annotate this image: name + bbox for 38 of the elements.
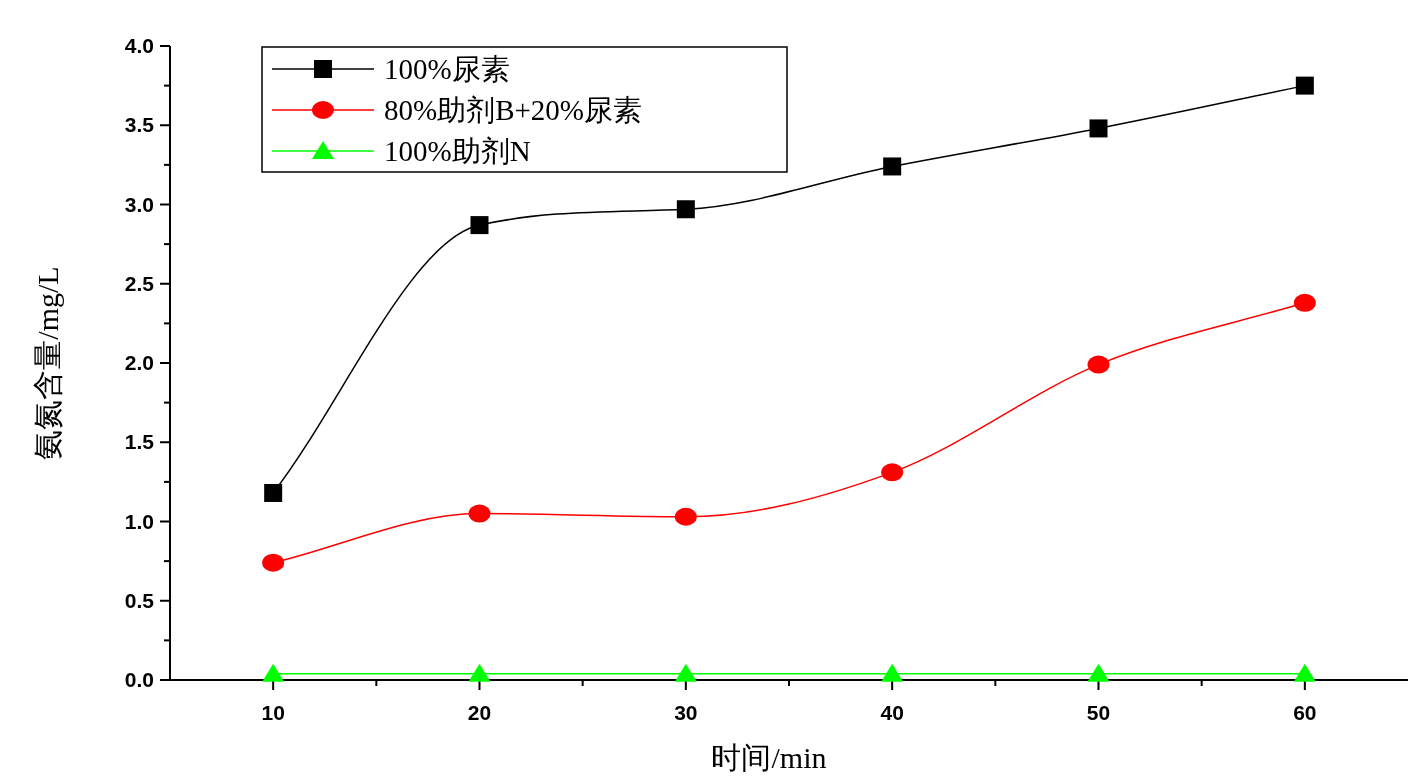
- y-tick-label: 0.0: [124, 668, 154, 691]
- point: [262, 553, 285, 572]
- y-tick-label: 2.0: [124, 351, 154, 374]
- y-tick-label: 1.5: [124, 430, 155, 454]
- point: [1293, 293, 1316, 312]
- legend-label: 80%助剂B+20%尿素: [384, 94, 643, 126]
- y-tick-label: 2.5: [124, 271, 155, 295]
- point: [1087, 663, 1110, 682]
- point: [676, 200, 695, 219]
- point: [468, 663, 491, 682]
- point: [1293, 663, 1316, 682]
- point: [1295, 76, 1314, 95]
- point: [1087, 355, 1110, 374]
- point: [674, 663, 697, 682]
- y-tick-label: 3.0: [124, 192, 154, 216]
- point: [881, 663, 904, 682]
- x-tick-label: 10: [261, 701, 285, 724]
- point: [883, 157, 902, 176]
- x-tick-label: 50: [1086, 701, 1111, 724]
- point: [264, 483, 283, 502]
- point: [470, 216, 489, 235]
- y-tick-label: 0.5: [124, 588, 155, 612]
- y-tick-label: 1.0: [124, 509, 154, 533]
- x-tick-label: 40: [880, 701, 904, 724]
- y-tick-label: 3.5: [124, 113, 155, 137]
- point: [1089, 119, 1108, 138]
- y-axis-title: 氨氮含量/mg/L: [31, 266, 64, 460]
- x-tick-label: 20: [467, 701, 492, 724]
- legend-label: 100%尿素: [384, 53, 510, 85]
- legend-label: 100%助剂N: [384, 135, 531, 167]
- point: [468, 504, 491, 523]
- x-tick-label: 30: [674, 701, 698, 724]
- y-tick-label: 4.0: [124, 34, 154, 57]
- point: [674, 507, 697, 526]
- point: [881, 463, 904, 482]
- x-axis-title: 时间/min: [711, 741, 827, 774]
- point: [262, 663, 285, 682]
- x-tick-label: 60: [1293, 701, 1317, 724]
